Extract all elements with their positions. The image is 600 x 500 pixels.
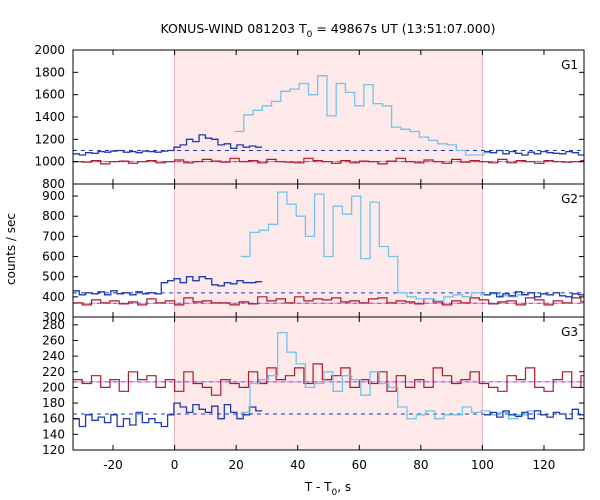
y-tick-label: 140 (42, 427, 65, 441)
x-axis-title: T - T0, s (304, 480, 351, 498)
blue-series-line (73, 134, 263, 156)
svg-text:KONUS-WIND 081203 T0 = 49867s: KONUS-WIND 081203 T0 = 49867s UT (13:51:… (160, 21, 495, 40)
y-tick-label: 200 (42, 380, 65, 394)
x-tick-label: 20 (229, 458, 244, 472)
y-tick-label: 700 (42, 229, 65, 243)
y-tick-label: 1400 (34, 110, 65, 124)
x-axis-title-prefix: T - T (304, 480, 332, 494)
title-prefix: KONUS-WIND 081203 T (160, 21, 306, 36)
y-tick-label: 180 (42, 396, 65, 410)
blue-series-line (73, 276, 263, 296)
panel-label: G3 (561, 325, 578, 339)
blue-tail-series-line (484, 149, 584, 156)
x-tick-label: 0 (171, 458, 179, 472)
panel-g1: 800 1000 1200 1400 1600 1800 2000 G1 (34, 43, 585, 191)
panel-frame (72, 316, 585, 451)
x-axis-title-subscript: 0 (332, 488, 338, 498)
panels: 800 1000 1200 1400 1600 1800 2000 G1 300 400 500 60… (34, 43, 585, 457)
highlight-interval (174, 317, 483, 450)
panel-g2: 300 400 500 600 700 800 900 G2 (42, 183, 585, 324)
y-tick-label: 260 (42, 333, 65, 347)
highlight-interval (174, 50, 483, 184)
y-tick-label: 1600 (34, 88, 65, 102)
y-tick-label: 300 (42, 310, 65, 324)
y-tick-label: 280 (42, 318, 65, 332)
y-tick-label: 1800 (34, 65, 65, 79)
y-tick-label: 220 (42, 365, 65, 379)
x-tick-label: 60 (352, 458, 367, 472)
x-tick-label: -20 (103, 458, 123, 472)
x-tick-label: 40 (290, 458, 305, 472)
x-tick-label: 100 (471, 458, 494, 472)
y-tick-label: 900 (42, 189, 65, 203)
title-suffix: = 49867s UT (13:51:07.000) (312, 21, 495, 36)
y-tick-label: 160 (42, 412, 65, 426)
chart-title: KONUS-WIND 081203 T0 = 49867s UT (13:51:… (160, 21, 495, 40)
y-tick-label: 2000 (34, 43, 65, 57)
y-tick-label: 600 (42, 250, 65, 264)
lightblue-series-line (240, 331, 537, 420)
y-tick-label: 500 (42, 270, 65, 284)
y-tick-label: 800 (42, 177, 65, 191)
y-tick-label: 800 (42, 209, 65, 223)
panel-label: G1 (561, 58, 578, 72)
y-axis-title: counts / sec (4, 213, 18, 285)
svg-text:T - T0, s: T - T0, s (304, 480, 351, 498)
y-tick-label: 120 (42, 443, 65, 457)
blue-tail-series-line (484, 408, 584, 420)
x-axis: -20 0 20 40 60 80 100 120 (103, 458, 555, 472)
highlight-interval (174, 184, 483, 317)
red-series-line (73, 296, 584, 306)
blue-tail-series-line (484, 291, 584, 298)
blue-series-line (73, 402, 263, 428)
lightblue-series-line (234, 75, 494, 156)
red-series-line (73, 363, 584, 396)
y-tick-label: 1000 (34, 155, 65, 169)
y-tick-label: 240 (42, 349, 65, 363)
y-tick-label: 1200 (34, 132, 65, 146)
title-subscript: 0 (307, 30, 313, 40)
x-axis-title-suffix: , s (337, 480, 351, 494)
x-tick-label: 120 (533, 458, 556, 472)
x-tick-label: 80 (413, 458, 428, 472)
panel-label: G2 (561, 192, 578, 206)
red-series-line (73, 157, 584, 165)
y-tick-label: 400 (42, 290, 65, 304)
